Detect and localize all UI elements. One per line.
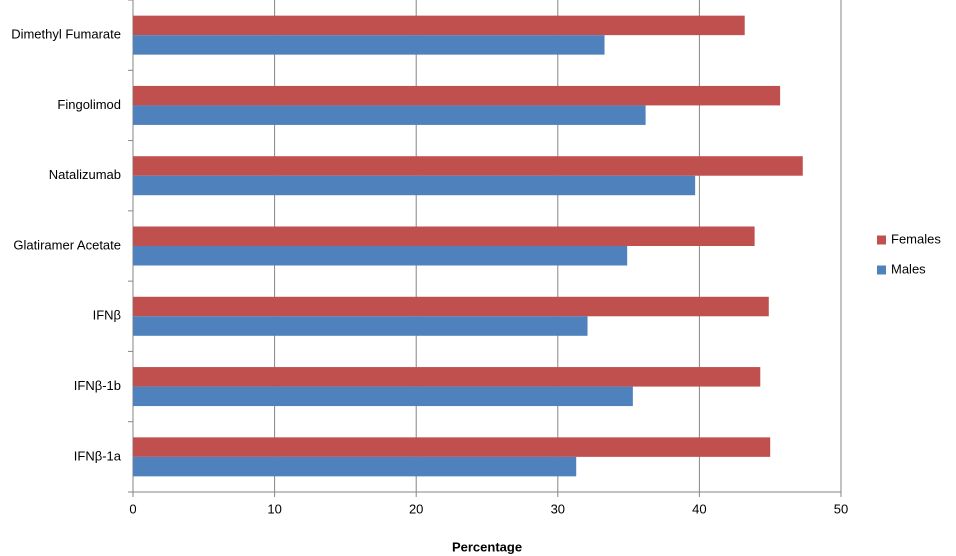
y-tick-label: Natalizumab — [49, 167, 121, 182]
bar — [133, 296, 769, 317]
bar — [133, 246, 628, 266]
x-tick-label: 20 — [409, 501, 423, 516]
y-tick-label: IFNβ-1b — [74, 378, 121, 393]
x-axis-title: Percentage — [452, 539, 522, 554]
y-tick-label: Dimethyl Fumarate — [11, 27, 121, 42]
bar — [133, 175, 696, 196]
bar — [133, 367, 761, 387]
x-tick-label: 0 — [129, 501, 136, 516]
bar — [133, 85, 781, 106]
y-tick-label: Glatiramer Acetate — [13, 237, 121, 252]
bar — [133, 226, 755, 246]
y-tick-label: IFNβ-1a — [74, 448, 122, 463]
y-tick-label: IFNβ — [93, 308, 121, 323]
legend-label: Females — [891, 231, 941, 246]
bar — [133, 105, 646, 125]
bar — [133, 15, 745, 36]
bar — [133, 456, 577, 477]
legend-swatch — [877, 265, 886, 275]
x-tick-label: 50 — [834, 501, 848, 516]
x-tick-label: 40 — [692, 501, 706, 516]
bar — [133, 35, 605, 55]
x-tick-label: 30 — [551, 501, 565, 516]
bar — [133, 437, 771, 457]
bar — [133, 316, 588, 336]
y-tick-label: Fingolimod — [57, 97, 121, 112]
bar — [133, 386, 633, 407]
bar — [133, 156, 803, 176]
legend-label: Males — [891, 261, 926, 276]
x-tick-label: 10 — [267, 501, 281, 516]
legend-swatch — [877, 235, 886, 245]
